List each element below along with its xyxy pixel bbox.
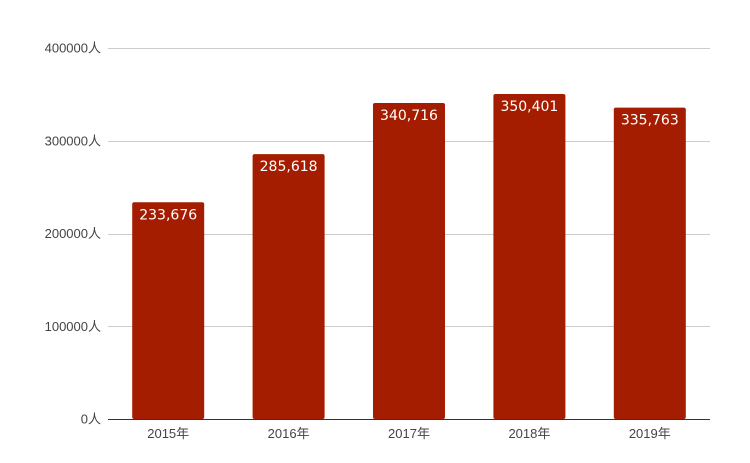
- data-label: 340,716: [380, 108, 438, 124]
- y-tick-label: 200000人: [45, 226, 101, 241]
- x-tick-label: 2016年: [268, 426, 310, 441]
- bar: [252, 154, 325, 420]
- y-tick-label: 100000人: [45, 319, 101, 334]
- bar: [132, 202, 205, 419]
- y-tick-label: 400000人: [45, 41, 101, 56]
- data-label: 335,763: [621, 113, 679, 129]
- data-label: 233,676: [139, 207, 197, 223]
- y-tick-label: 300000人: [45, 133, 101, 148]
- bars: [132, 94, 686, 420]
- bar: [493, 94, 566, 419]
- bar: [373, 102, 445, 420]
- data-label: 285,618: [260, 159, 318, 175]
- y-tick-label: 0人: [81, 412, 101, 427]
- x-tick-label: 2019年: [629, 426, 671, 441]
- x-tick-label: 2017年: [388, 426, 430, 441]
- bar: [613, 107, 686, 419]
- x-tick-label: 2015年: [147, 426, 189, 441]
- labels: 0人 100000人 200000人 300000人 400000人 233,676 201…: [45, 41, 679, 442]
- x-tick-label: 2018年: [508, 426, 550, 441]
- data-label: 350,401: [500, 99, 558, 115]
